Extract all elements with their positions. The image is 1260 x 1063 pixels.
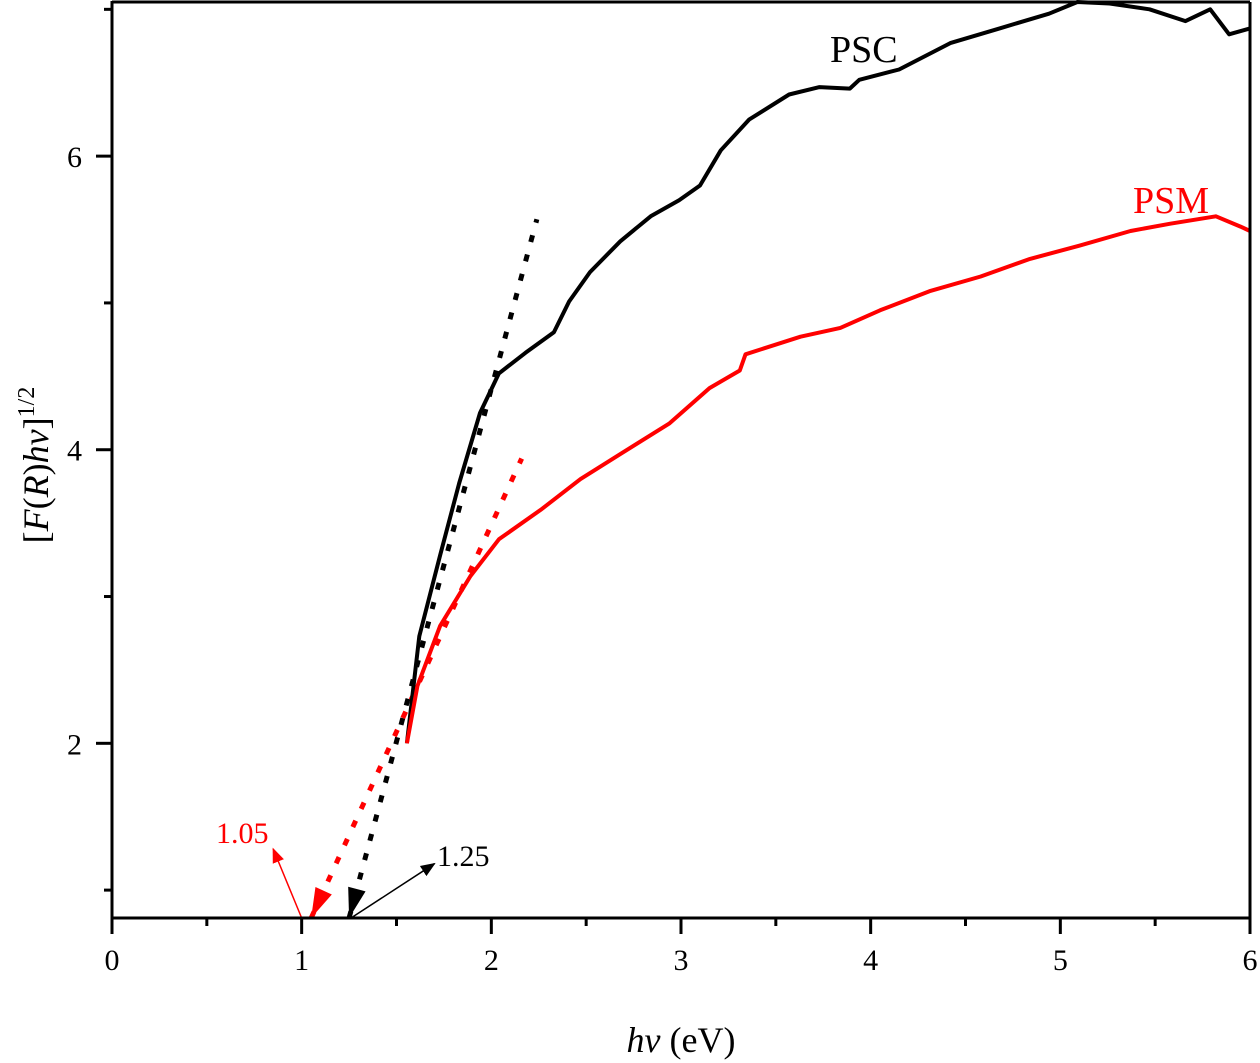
series-label-psc: PSC [830,29,898,71]
y-axis-title-superscript: 1/2 [14,387,40,418]
annotation-arrow-1-25 [350,862,436,919]
y-tick-label: 4 [67,435,82,468]
x-tick-label: 2 [484,944,499,977]
y-axis-title-paren-open: ( [16,497,56,509]
series-line-psc [404,0,1251,744]
fit-arrowhead-psm-icon [311,886,332,918]
fit-line-psc [346,218,540,919]
y-axis-title: [F(R)hv]1/2 [14,387,56,544]
axes: 0 1 2 3 4 5 6 2 4 6 [67,0,1258,977]
fit-arrowhead-psc-icon [348,886,366,918]
x-tick-label: 5 [1053,944,1068,977]
x-axis-title-italic: hv [627,1020,661,1060]
fit-line-psm [308,457,524,920]
series-line-psm [404,214,1251,744]
annotation-label-psm-bandgap: 1.05 [216,817,269,850]
y-axis-title-hv: hv [16,429,56,463]
x-tick-label: 4 [863,944,878,977]
x-tick-label: 0 [105,944,120,977]
plot-area [272,0,1251,920]
x-tick-label: 6 [1243,944,1258,977]
x-tick-label: 1 [294,944,309,977]
y-axis-title-R: R [16,475,56,498]
y-axis-title-bracket-open: [ [16,531,56,543]
y-tick-label: 2 [67,728,82,761]
y-axis-title-bracket-close: ] [16,417,56,429]
series-label-psm: PSM [1133,180,1209,222]
annotation-label-psc-bandgap: 1.25 [437,840,490,873]
y-tick-label: 6 [67,141,82,174]
annotation-arrow-1-05 [272,847,303,919]
y-axis-title-paren-close: ) [16,463,56,475]
y-axis-title-F: F [16,508,56,532]
x-axis-title: hv (eV) [627,1020,736,1060]
x-axis-title-unit: (eV) [661,1020,736,1060]
x-tick-label: 3 [674,944,689,977]
